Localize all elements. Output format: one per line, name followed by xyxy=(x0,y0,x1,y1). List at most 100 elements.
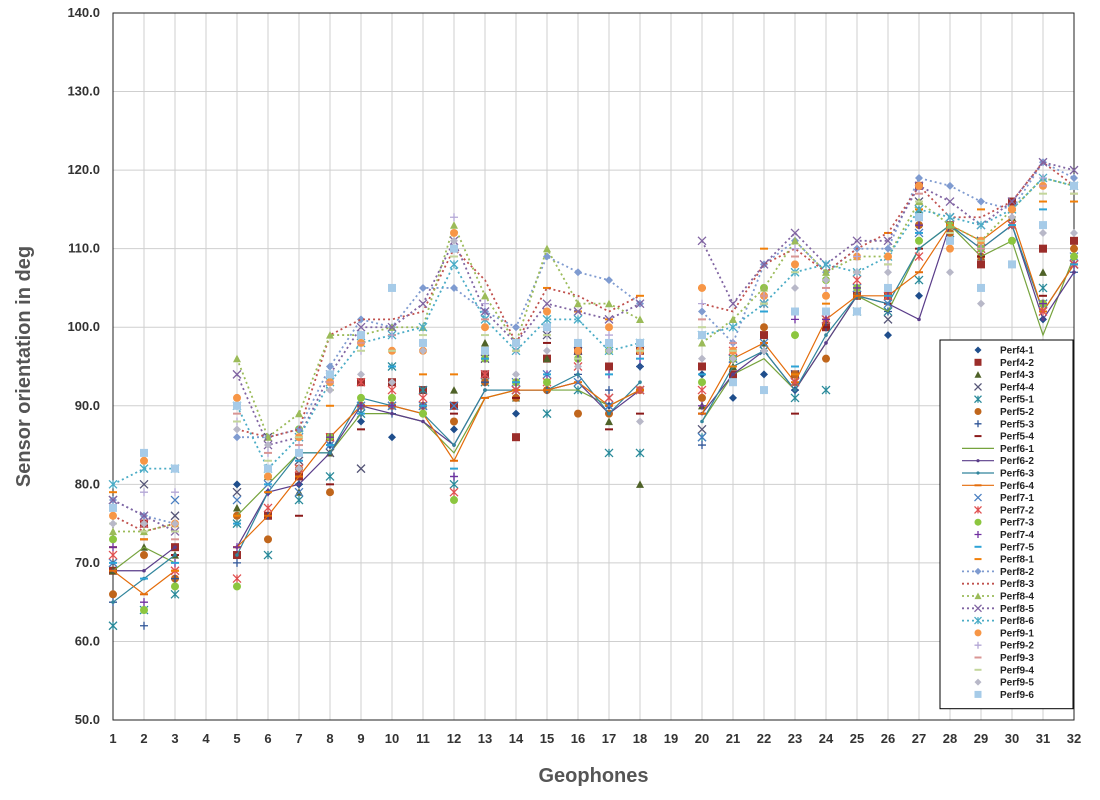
legend-label: Perf8-1 xyxy=(1000,555,1034,566)
legend-item: Perf9-3 xyxy=(974,653,1034,664)
plot-frame xyxy=(112,12,1075,721)
y-tick-label: 60.0 xyxy=(75,633,100,648)
data-point xyxy=(917,246,921,251)
data-point xyxy=(635,448,645,458)
data-point xyxy=(1041,317,1045,322)
data-point xyxy=(605,299,613,308)
x-tick-label: 28 xyxy=(943,731,957,746)
data-point xyxy=(790,377,800,387)
data-point xyxy=(974,493,982,502)
data-point xyxy=(233,401,241,410)
data-point xyxy=(418,322,428,332)
data-point xyxy=(697,432,707,442)
legend-item: Perf5-3 xyxy=(974,419,1034,430)
data-point xyxy=(542,299,552,309)
data-point xyxy=(450,244,458,253)
data-point xyxy=(387,322,397,332)
data-point xyxy=(915,291,923,300)
x-tick-label: 30 xyxy=(1005,731,1019,746)
data-point xyxy=(481,338,489,347)
x-tick-label: 22 xyxy=(757,731,771,746)
data-point xyxy=(326,386,334,395)
ticks: 50.0 60.0 70.0 80.0 90.0 100.0 110.0 120.0 130.0… xyxy=(67,5,1081,746)
data-point xyxy=(170,511,180,521)
data-point xyxy=(140,621,148,630)
legend-label: Perf8-6 xyxy=(1000,616,1034,627)
data-point xyxy=(450,221,458,229)
data-point xyxy=(574,299,582,308)
data-point xyxy=(419,283,427,292)
data-point xyxy=(977,260,985,269)
data-point xyxy=(974,616,982,625)
legend-label: Perf8-2 xyxy=(1000,567,1034,578)
data-point xyxy=(759,259,769,269)
data-point xyxy=(390,411,394,416)
data-point xyxy=(791,315,799,324)
data-point xyxy=(173,553,177,557)
data-point xyxy=(974,382,982,391)
data-point xyxy=(974,641,982,649)
data-point xyxy=(915,173,923,182)
series-line xyxy=(112,161,1075,533)
data-point xyxy=(171,582,179,591)
legend-item: Perf9-2 xyxy=(974,641,1034,652)
data-point xyxy=(483,388,487,392)
data-point xyxy=(915,181,923,190)
data-point xyxy=(605,346,613,355)
data-point xyxy=(884,331,892,340)
data-point xyxy=(974,395,982,404)
x-tick-label: 1 xyxy=(109,731,116,746)
data-point xyxy=(108,621,118,631)
data-point xyxy=(728,299,738,309)
legend-label: Perf8-3 xyxy=(1000,579,1034,590)
data-point xyxy=(450,496,458,505)
data-point xyxy=(698,307,706,316)
data-point xyxy=(1070,181,1078,190)
data-point xyxy=(976,459,980,463)
data-point xyxy=(233,433,241,442)
data-point xyxy=(109,590,117,599)
data-point xyxy=(1038,283,1048,293)
data-point xyxy=(697,385,707,395)
data-point xyxy=(824,333,828,337)
data-point xyxy=(1039,299,1047,308)
data-point xyxy=(791,283,799,292)
data-point xyxy=(171,519,179,528)
data-point xyxy=(235,553,239,557)
data-point xyxy=(325,472,335,481)
data-point xyxy=(974,531,982,538)
data-point xyxy=(295,448,303,457)
data-point xyxy=(914,275,924,285)
y-axis-title: Sensor orientation in deg xyxy=(13,246,35,487)
data-point xyxy=(791,307,799,316)
data-point xyxy=(974,505,982,514)
data-point xyxy=(139,479,149,489)
data-point xyxy=(760,346,768,355)
legend-item: Perf8-4 xyxy=(962,592,1034,603)
legend-label: Perf7-1 xyxy=(1000,493,1034,504)
y-tick-label: 110.0 xyxy=(68,241,100,256)
data-point xyxy=(852,236,862,246)
data-point xyxy=(884,268,892,277)
data-point xyxy=(170,495,180,505)
data-point xyxy=(698,362,706,371)
data-point xyxy=(233,393,241,402)
data-point xyxy=(418,393,428,403)
x-tick-label: 6 xyxy=(264,731,271,746)
data-point xyxy=(328,451,332,455)
data-point xyxy=(945,212,955,222)
data-point xyxy=(1039,221,1047,230)
legend-label: Perf9-4 xyxy=(1000,665,1034,676)
data-point xyxy=(791,236,799,245)
data-point xyxy=(574,362,582,371)
data-point xyxy=(108,550,118,560)
legend-item: Perf4-1 xyxy=(974,346,1034,357)
data-point xyxy=(1008,236,1016,245)
data-point xyxy=(946,268,954,277)
data-point xyxy=(170,589,180,599)
data-point xyxy=(543,307,551,316)
x-tick-label: 18 xyxy=(633,731,647,746)
data-point xyxy=(914,204,924,214)
legend-item: Perf6-4 xyxy=(962,481,1034,492)
